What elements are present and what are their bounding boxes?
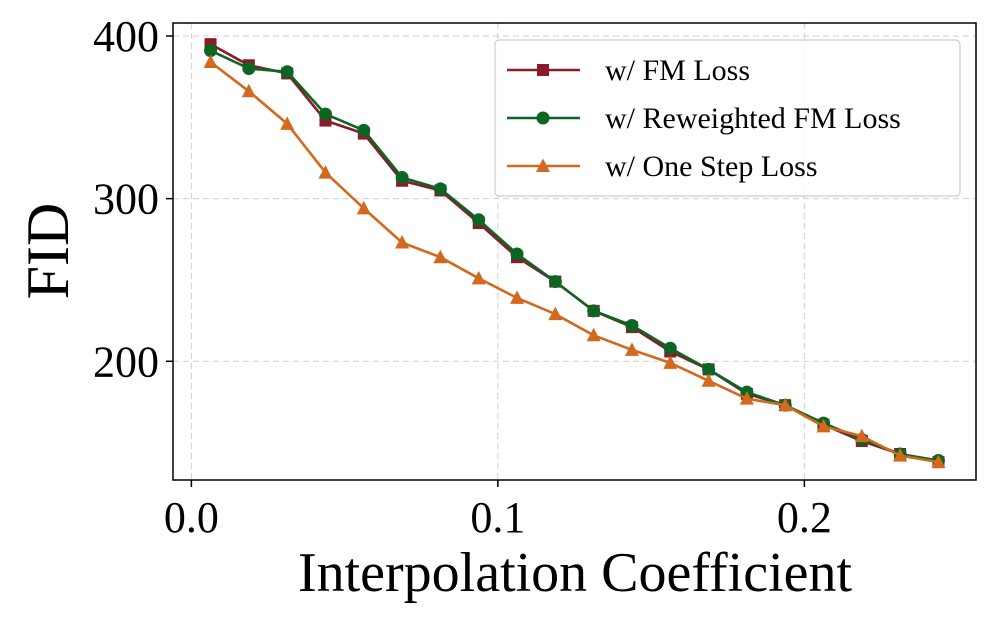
- y-axis-title: FID: [15, 203, 81, 300]
- series-line: [209, 49, 939, 462]
- data-point: [357, 123, 371, 137]
- data-point: [203, 54, 218, 69]
- data-point: [625, 318, 639, 332]
- data-point: [510, 290, 525, 304]
- data-point: [587, 304, 601, 318]
- data-point: [318, 107, 332, 121]
- y-tick-label: 200: [93, 337, 159, 386]
- data-point: [280, 65, 294, 79]
- data-point: [548, 275, 562, 289]
- grid-lines: [173, 23, 976, 480]
- data-point: [893, 448, 908, 462]
- data-point: [280, 116, 295, 130]
- data-point: [548, 306, 563, 321]
- y-tick-label: 300: [93, 175, 159, 224]
- data-point: [663, 355, 678, 369]
- data-point: [702, 362, 716, 376]
- data-point: [663, 341, 677, 355]
- data-point: [433, 249, 448, 264]
- data-point: [318, 165, 333, 179]
- series-lines: [203, 38, 946, 469]
- data-point: [816, 418, 831, 433]
- data-point: [854, 428, 869, 443]
- legend-label: w/ Reweighted FM Loss: [605, 102, 901, 135]
- data-point: [395, 235, 410, 249]
- plot-frame: [172, 22, 977, 481]
- axis-ticks: 0.0 0.1 0.2 200 300 400: [93, 12, 832, 542]
- legend-marker: [536, 111, 550, 125]
- legend-box: [494, 39, 961, 197]
- legend-item: w/ Reweighted FM Loss: [507, 102, 901, 135]
- legend-label: w/ FM Loss: [605, 54, 750, 87]
- data-point: [510, 247, 524, 261]
- x-tick-label: 0.1: [470, 493, 525, 542]
- data-point: [472, 213, 486, 227]
- y-tick-label: 400: [93, 12, 159, 61]
- data-point: [204, 44, 218, 58]
- data-point: [586, 327, 601, 342]
- data-point: [433, 182, 447, 196]
- data-point: [241, 83, 256, 98]
- data-point: [931, 454, 946, 469]
- x-axis-title: Interpolation Coefficient: [298, 542, 853, 604]
- data-point: [739, 391, 754, 405]
- data-point: [395, 171, 409, 185]
- data-point: [356, 200, 371, 215]
- x-tick-label: 0.0: [164, 493, 219, 542]
- data-point: [701, 373, 716, 387]
- legend-marker: [537, 64, 549, 76]
- series-triangle: [203, 54, 946, 469]
- data-point: [242, 62, 256, 76]
- legend-label: w/ One Step Loss: [605, 150, 818, 183]
- data-point: [778, 397, 793, 412]
- legend-item: w/ FM Loss: [507, 54, 750, 87]
- data-point: [471, 270, 486, 285]
- legend: w/ FM Loss w/ Reweighted FM Loss w/ One St…: [494, 39, 961, 197]
- legend-marker: [536, 158, 550, 172]
- data-point: [624, 342, 639, 356]
- x-tick-label: 0.2: [777, 493, 832, 542]
- legend-item: w/ One Step Loss: [507, 150, 818, 183]
